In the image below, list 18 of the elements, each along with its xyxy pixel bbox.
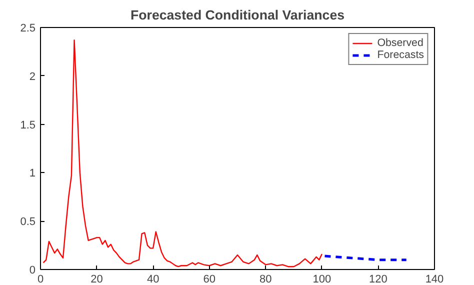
- y-tick-label: 0.5: [20, 216, 36, 228]
- legend-label: Forecasts: [377, 49, 424, 61]
- x-tick-label: 20: [90, 274, 103, 285]
- x-tick-label: 80: [260, 274, 272, 285]
- x-tick-label: 60: [203, 274, 216, 285]
- x-tick-label: 140: [425, 274, 444, 285]
- y-tick-label: 2.5: [20, 22, 36, 34]
- x-tick-label: 0: [37, 274, 44, 285]
- y-tick-label: 2: [29, 70, 36, 83]
- y-tick-label: 1: [29, 168, 36, 180]
- x-tick-label: 120: [369, 274, 388, 285]
- x-tick-label: 40: [146, 274, 160, 285]
- legend-label: Observed: [377, 37, 424, 49]
- y-tick-label: 0: [29, 264, 36, 276]
- line-series: [42, 39, 323, 268]
- chart-title: Forecasted Conditional Variances: [130, 8, 345, 22]
- y-tick-label: 1.5: [20, 119, 36, 132]
- x-tick-label: 100: [312, 274, 332, 285]
